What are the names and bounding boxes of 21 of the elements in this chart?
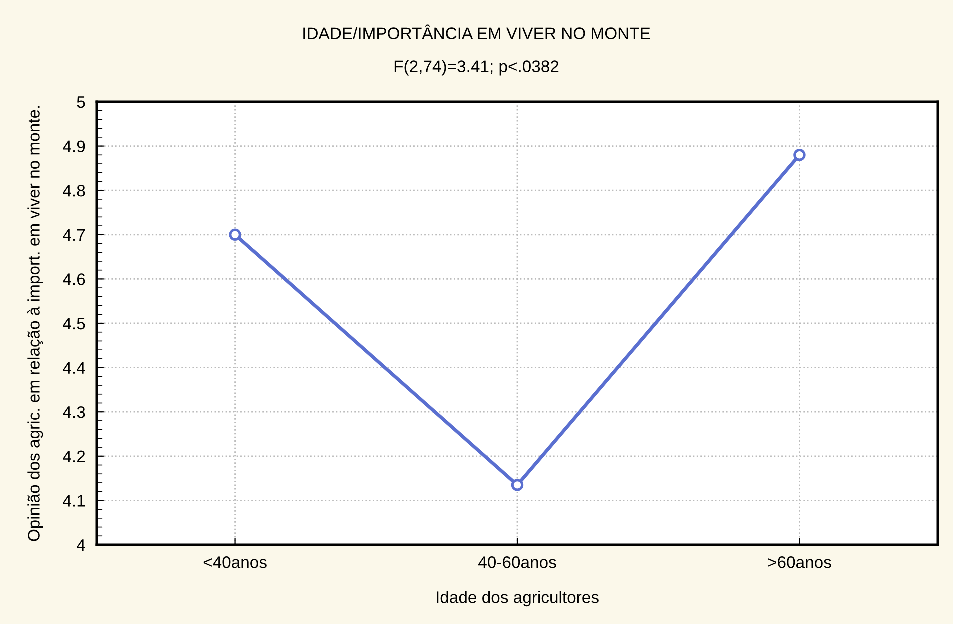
chart-subtitle: F(2,74)=3.41; p<.0382 — [394, 60, 559, 76]
y-tick-label: 5 — [77, 96, 86, 108]
x-tick-label: <40anos — [204, 556, 267, 568]
point — [794, 149, 806, 162]
y-tick-label: 4.6 — [63, 274, 86, 286]
y-tick-label: 4.9 — [63, 140, 86, 153]
point — [229, 228, 242, 242]
point — [511, 479, 524, 492]
x-tick-label: >60anos — [768, 556, 832, 568]
y-tick-label: 4.3 — [63, 406, 86, 418]
y-tick-label: 4 — [77, 540, 86, 552]
x-tick-label: 40-60anos — [478, 556, 556, 568]
y-tick-label: 4.2 — [63, 450, 86, 462]
x-axis-title: Idade dos agricultores — [437, 591, 599, 607]
chart-title: IDADE/IMPORTÂNCIA EM VIVER NO MONTE — [304, 24, 650, 40]
y-tick-label: 4.5 — [63, 318, 86, 330]
y-axis-title: Opinião dos agric. em relação à import. em viver no monte. — [27, 106, 44, 542]
y-tick-label: 4.4 — [63, 362, 86, 374]
y-tick-label: 4.1 — [63, 495, 86, 507]
y-tick-label: 4.8 — [63, 185, 86, 197]
y-tick-label: 4.7 — [63, 229, 86, 241]
